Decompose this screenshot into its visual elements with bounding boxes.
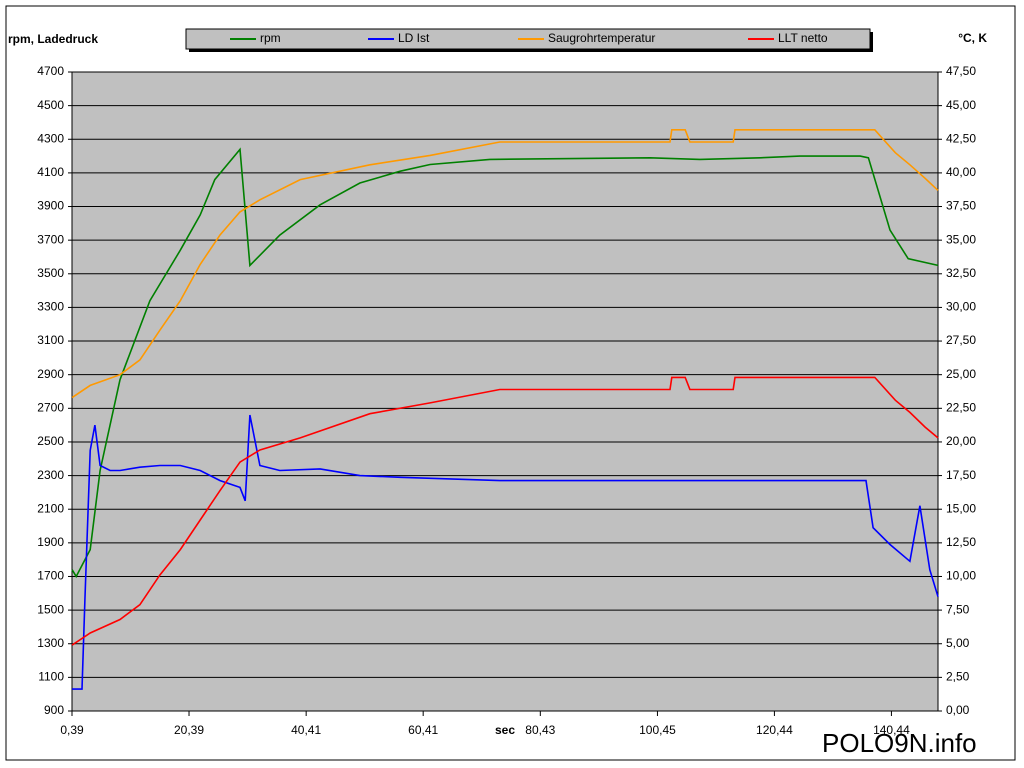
y-tick-label: 3500 [37,266,64,280]
x-tick-label: 40,41 [291,723,321,737]
x-tick-label: 0,39 [60,723,84,737]
y2-tick-label: 42,50 [946,131,976,145]
y-tick-label: 1500 [37,602,64,616]
x-tick-label: 80,43 [525,723,555,737]
plot-border [71,71,939,712]
y2-tick-label: 30,00 [946,300,976,314]
y2-tick-label: 12,50 [946,535,976,549]
y2-tick-label: 10,00 [946,569,976,583]
legend-label: LD Ist [398,31,430,45]
y2-tick-label: 20,00 [946,434,976,448]
series-line [71,147,939,579]
y-tick-label: 4500 [37,98,64,112]
y2-tick-label: 45,00 [946,98,976,112]
series-line [72,414,939,690]
y-tick-label: 1300 [37,636,64,650]
series-line [71,376,939,646]
y2-tick-label: 25,00 [946,367,976,381]
y2-tick-label: 37,50 [946,199,976,213]
y-tick-label: 2700 [37,400,64,414]
y2-tick-label: 17,50 [946,468,976,482]
y2-tick-label: 0,00 [946,703,970,717]
watermark: POLO9N.info [822,728,977,758]
x-tick-label: 20,39 [174,723,204,737]
y-tick-label: 3700 [37,232,64,246]
y-tick-label: 3900 [37,199,64,213]
legend-label: Saugrohrtemperatur [548,31,655,45]
x-tick-label: 140,44 [873,723,910,737]
y-tick-label: 2300 [37,468,64,482]
y2-tick-label: 40,00 [946,165,976,179]
y2-tick-label: 2,50 [946,670,970,684]
x-tick-label: 100,45 [639,723,676,737]
y2-tick-label: 35,00 [946,232,976,246]
y2-tick-label: 32,50 [946,266,976,280]
y-tick-label: 1700 [37,569,64,583]
legend-label: rpm [260,31,281,45]
y-tick-label: 900 [44,703,64,717]
y-tick-label: 2500 [37,434,64,448]
y-tick-label: 2100 [37,501,64,515]
series-line [71,129,939,399]
x-tick-label: 60,41 [408,723,438,737]
y2-axis-label: °C, K [958,31,987,45]
plot-area [72,72,938,711]
y2-tick-label: 5,00 [946,636,970,650]
y2-tick-label: 7,50 [946,602,970,616]
y2-tick-label: 15,00 [946,501,976,515]
y2-tick-label: 47,50 [946,64,976,78]
x-tick-label: 120,44 [756,723,793,737]
y-tick-label: 3300 [37,300,64,314]
y-axis-label: rpm, Ladedruck [8,32,98,46]
y-tick-label: 4700 [37,64,64,78]
x-axis-label: sec [495,723,515,737]
y-tick-label: 2900 [37,367,64,381]
y-tick-label: 1100 [38,670,64,684]
y-tick-label: 1900 [37,535,64,549]
y-tick-label: 3100 [37,333,64,347]
y2-tick-label: 27,50 [946,333,976,347]
y-tick-label: 4300 [37,131,64,145]
y-tick-label: 4100 [37,165,64,179]
legend-label: LLT netto [778,31,828,45]
y2-tick-label: 22,50 [946,400,976,414]
